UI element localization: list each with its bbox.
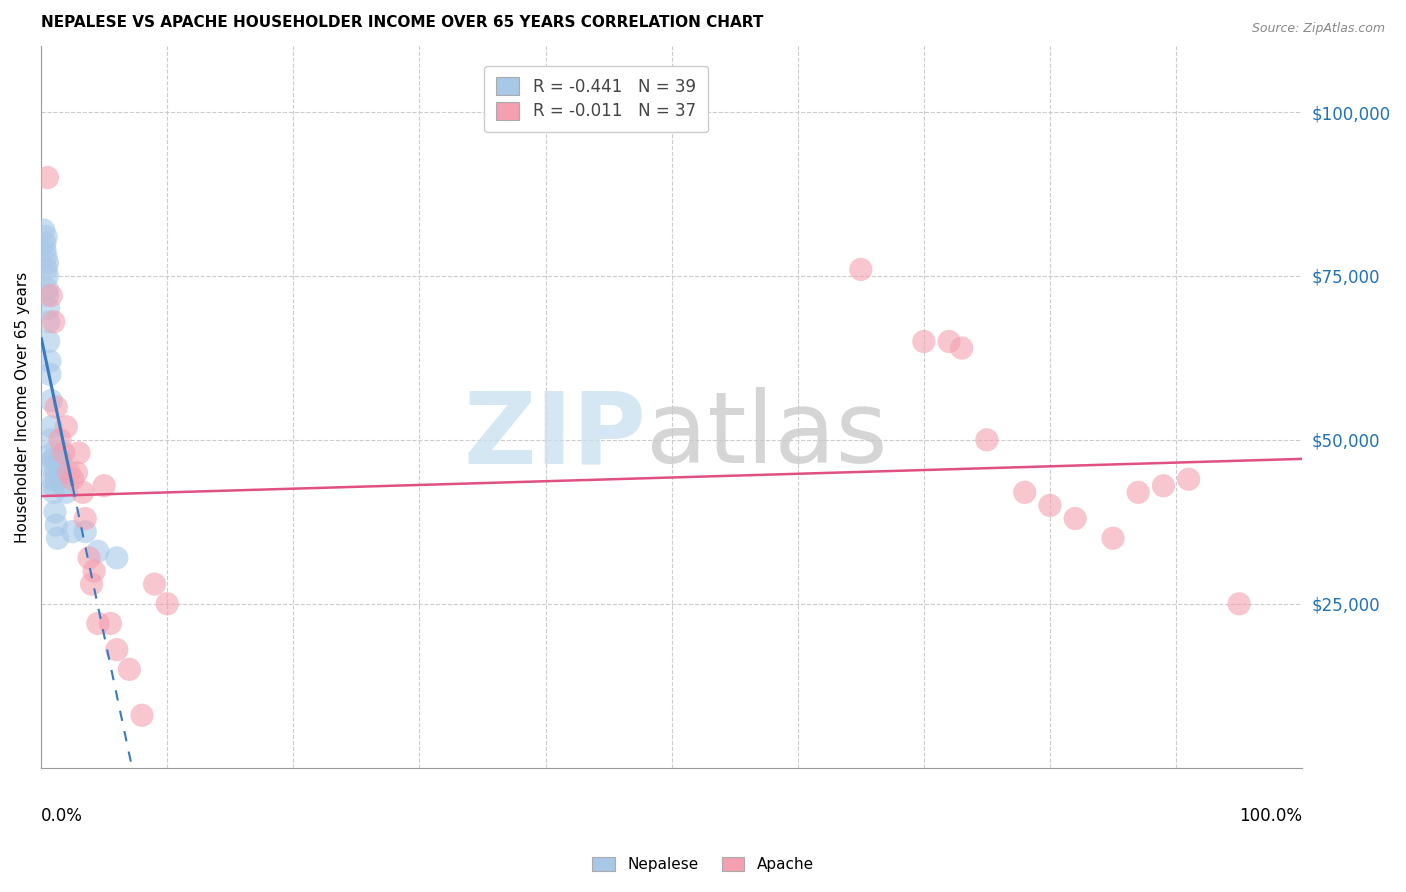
- Point: [45, 400, 67, 414]
- Point: [37, 288, 59, 302]
- Legend: R = -0.441   N = 39, R = -0.011   N = 37: R = -0.441 N = 39, R = -0.011 N = 37: [485, 66, 707, 132]
- Point: [1102, 531, 1125, 545]
- Point: [105, 550, 128, 565]
- Point: [35, 229, 58, 244]
- Point: [75, 511, 97, 525]
- Point: [42, 485, 65, 500]
- Point: [83, 564, 105, 578]
- Point: [44, 466, 66, 480]
- Point: [976, 433, 998, 447]
- Point: [37, 282, 59, 296]
- Point: [62, 524, 84, 539]
- Point: [65, 466, 87, 480]
- Point: [105, 642, 128, 657]
- Point: [912, 334, 935, 349]
- Point: [32, 223, 55, 237]
- Point: [39, 419, 62, 434]
- Point: [52, 446, 75, 460]
- Point: [41, 446, 63, 460]
- Point: [49, 452, 72, 467]
- Point: [1128, 485, 1150, 500]
- Point: [55, 485, 77, 500]
- Point: [1227, 597, 1250, 611]
- Text: ZIP: ZIP: [464, 387, 647, 484]
- Point: [1014, 485, 1036, 500]
- Point: [950, 341, 973, 355]
- Point: [35, 249, 58, 263]
- Point: [156, 597, 179, 611]
- Point: [55, 419, 77, 434]
- Point: [67, 446, 90, 460]
- Point: [42, 315, 65, 329]
- Point: [87, 544, 110, 558]
- Point: [42, 479, 65, 493]
- Point: [77, 550, 100, 565]
- Point: [58, 466, 80, 480]
- Point: [45, 518, 67, 533]
- Point: [37, 256, 59, 270]
- Point: [131, 708, 153, 723]
- Point: [37, 170, 59, 185]
- Text: NEPALESE VS APACHE HOUSEHOLDER INCOME OVER 65 YEARS CORRELATION CHART: NEPALESE VS APACHE HOUSEHOLDER INCOME OV…: [41, 15, 763, 30]
- Point: [87, 616, 110, 631]
- Point: [1152, 479, 1174, 493]
- Point: [41, 452, 63, 467]
- Point: [1177, 472, 1199, 486]
- Point: [38, 334, 60, 349]
- Point: [39, 368, 62, 382]
- Point: [51, 466, 73, 480]
- Point: [849, 262, 872, 277]
- Point: [118, 662, 141, 676]
- Point: [45, 472, 67, 486]
- Point: [93, 479, 115, 493]
- Point: [34, 243, 56, 257]
- Point: [48, 459, 70, 474]
- Point: [49, 433, 72, 447]
- Text: atlas: atlas: [647, 387, 889, 484]
- Point: [143, 577, 166, 591]
- Point: [41, 459, 63, 474]
- Legend: Nepalese, Apache: Nepalese, Apache: [585, 849, 821, 880]
- Point: [80, 577, 103, 591]
- Text: 100.0%: 100.0%: [1239, 807, 1302, 825]
- Point: [38, 301, 60, 316]
- Point: [37, 268, 59, 283]
- Point: [938, 334, 960, 349]
- Point: [35, 262, 58, 277]
- Point: [52, 479, 75, 493]
- Point: [1064, 511, 1087, 525]
- Point: [100, 616, 122, 631]
- Point: [39, 433, 62, 447]
- Point: [41, 472, 63, 486]
- Point: [42, 452, 65, 467]
- Y-axis label: Householder Income Over 65 years: Householder Income Over 65 years: [15, 271, 30, 542]
- Point: [75, 524, 97, 539]
- Point: [39, 288, 62, 302]
- Point: [62, 472, 84, 486]
- Text: Source: ZipAtlas.com: Source: ZipAtlas.com: [1251, 22, 1385, 36]
- Point: [1039, 499, 1062, 513]
- Point: [44, 505, 66, 519]
- Point: [34, 236, 56, 251]
- Point: [46, 531, 69, 545]
- Text: 0.0%: 0.0%: [41, 807, 83, 825]
- Point: [39, 354, 62, 368]
- Point: [38, 315, 60, 329]
- Point: [72, 485, 94, 500]
- Point: [39, 393, 62, 408]
